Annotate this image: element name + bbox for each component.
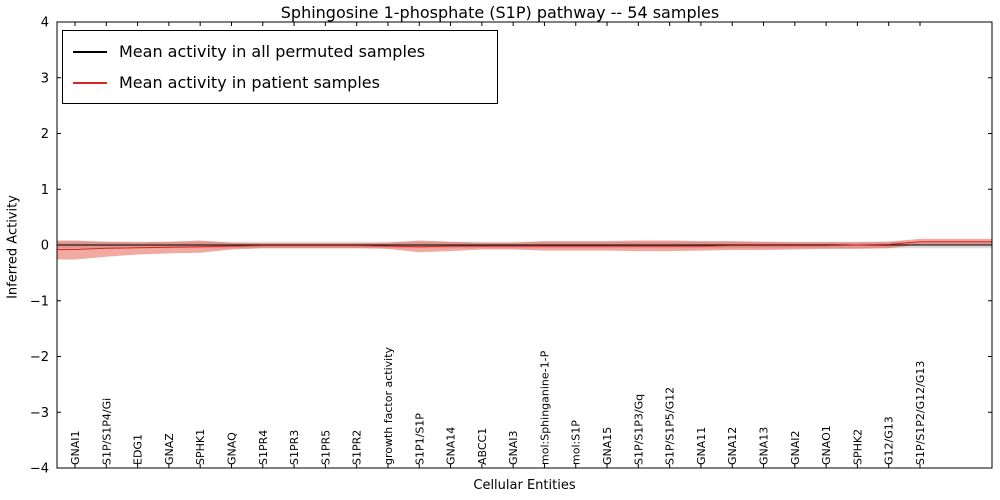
x-tick-label: GNAQ <box>225 432 238 465</box>
x-tick-label: mol:S1P <box>570 420 583 465</box>
x-tick-label: GNA11 <box>695 427 708 465</box>
x-tick-label: GNA13 <box>758 427 771 465</box>
x-tick-label: S1PR4 <box>257 430 270 465</box>
x-tick-label: GNAI3 <box>507 430 520 465</box>
legend-item-permuted: Mean activity in all permuted samples <box>73 38 487 65</box>
x-tick-label: EDG1 <box>132 434 145 465</box>
x-tick-label: S1P1/S1P <box>413 413 426 465</box>
x-tick-label: SPHK1 <box>194 429 207 465</box>
legend-item-patient: Mean activity in patient samples <box>73 69 487 96</box>
x-tick-label: GNAI1 <box>69 430 82 465</box>
y-tick-label: −2 <box>30 350 49 365</box>
x-tick-label: ABCC1 <box>476 428 489 465</box>
legend-line-red-icon <box>73 81 107 84</box>
x-tick-label: S1PR2 <box>351 430 364 465</box>
legend-label-permuted: Mean activity in all permuted samples <box>119 42 426 61</box>
x-tick-label: GNA12 <box>726 427 739 465</box>
y-tick-label: 2 <box>41 127 49 142</box>
x-tick-label: mol:Sphinganine-1-P <box>538 350 551 465</box>
x-tick-label: S1PR5 <box>319 430 332 465</box>
x-tick-label: S1P/S1P3/Gq <box>632 394 645 465</box>
y-tick-label: −1 <box>30 294 49 309</box>
x-tick-label: G12/G13 <box>883 416 896 465</box>
y-tick-label: 1 <box>41 183 49 198</box>
x-tick-label: GNAO1 <box>820 425 833 465</box>
y-tick-label: 0 <box>41 239 49 254</box>
x-tick-label: GNAZ <box>163 433 176 465</box>
y-axis-label: Inferred Activity <box>5 195 21 299</box>
patient-mean-line <box>57 241 992 250</box>
x-tick-label: S1PR3 <box>288 430 301 465</box>
x-tick-label: S1P/S1P5/G12 <box>664 387 677 465</box>
y-tick-label: 4 <box>41 16 49 31</box>
legend-line-black-icon <box>73 50 107 53</box>
x-axis-label: Cellular Entities <box>473 478 576 493</box>
x-tick-label: S1P/S1P2/G12/G13 <box>914 361 927 465</box>
x-tick-label: GNA14 <box>445 427 458 465</box>
x-tick-label: GNA15 <box>601 427 614 465</box>
x-tick-label: S1P/S1P4/Gi <box>100 398 113 465</box>
y-tick-label: −4 <box>30 462 49 477</box>
x-tick-label: SPHK2 <box>851 429 864 465</box>
chart-title: Sphingosine 1-phosphate (S1P) pathway --… <box>280 3 720 22</box>
x-tick-label: GNAI2 <box>789 430 802 465</box>
legend: Mean activity in all permuted samples Me… <box>62 30 498 104</box>
patient-band <box>57 238 992 260</box>
y-tick-label: −3 <box>30 406 49 421</box>
y-tick-label: 3 <box>41 71 49 86</box>
legend-label-patient: Mean activity in patient samples <box>119 73 380 92</box>
x-tick-label: growth factor activity <box>382 346 395 465</box>
